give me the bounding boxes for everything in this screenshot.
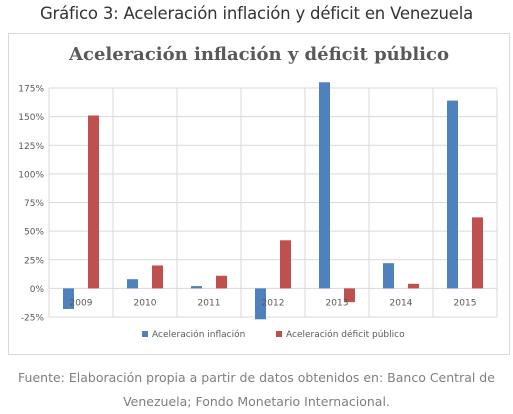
figure-heading: Gráfico 3: Aceleración inflación y défic… (39, 4, 474, 23)
x-tick-label: 2009 (70, 298, 93, 308)
bar-deficit (152, 265, 163, 289)
y-tick-label: 25% (24, 256, 44, 266)
x-tick-label: 2014 (390, 298, 413, 308)
y-tick-label: 0% (30, 285, 45, 295)
x-tick-label: 2015 (454, 298, 477, 308)
bar-inflation (127, 279, 138, 289)
bar-inflation (191, 286, 202, 289)
bar-inflation (255, 288, 266, 320)
chart-frame: Aceleración inflación y déficit público … (8, 33, 510, 355)
y-tick-label: 75% (24, 199, 44, 209)
caption-line-2: Venezuela; Fondo Monetario Internacional… (123, 394, 390, 409)
caption-line-1: Fuente: Elaboración propia a partir de d… (18, 370, 495, 385)
x-tick-label: 2012 (262, 298, 285, 308)
bar-deficit (472, 217, 483, 289)
legend-label: Aceleración inflación (152, 329, 245, 340)
legend-label: Aceleración déficit público (286, 329, 405, 340)
y-tick-label: 50% (24, 228, 44, 238)
bar-chart: 175% 150% 125% 100% 75% 50% 25% 0% -25% 2009 2010 2… (18, 82, 498, 340)
bar-deficit (216, 275, 227, 289)
bar-deficit (88, 115, 99, 289)
bar-inflation (447, 100, 458, 289)
y-tick-label: 125% (18, 142, 44, 152)
bar-deficit (344, 288, 355, 303)
bar-inflation (63, 288, 74, 309)
chart-title: Aceleración inflación y déficit público (69, 44, 449, 65)
legend-swatch (276, 331, 282, 337)
source-caption: Fuente: Elaboración propia a partir de d… (0, 366, 513, 414)
x-tick-label: 2010 (134, 298, 157, 308)
legend-swatch (142, 331, 148, 337)
x-tick-label: 2011 (198, 298, 221, 308)
bar-inflation (383, 263, 394, 289)
y-tick-label: 150% (18, 113, 44, 123)
bar-deficit (280, 240, 291, 289)
bar-inflation (319, 82, 330, 289)
y-tick-label: -25% (21, 314, 45, 324)
y-tick-label: 175% (18, 85, 44, 95)
y-tick-label: 100% (18, 170, 44, 180)
bar-deficit (408, 283, 419, 289)
x-tick-label: 2013 (326, 298, 349, 308)
